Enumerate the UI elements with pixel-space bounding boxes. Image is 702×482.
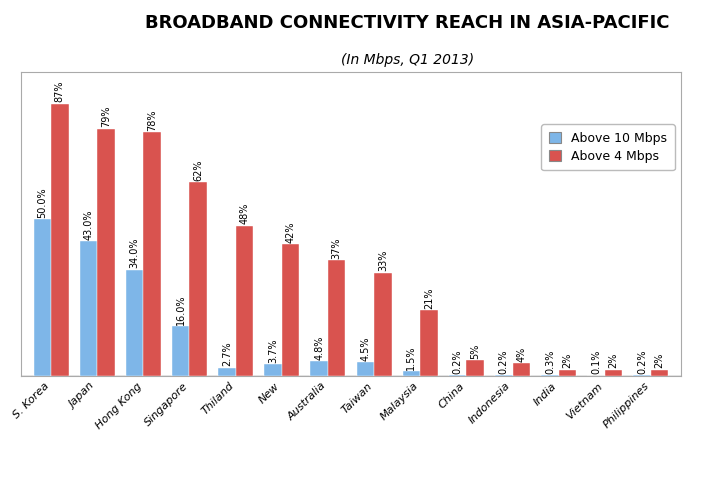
Text: 2%: 2% <box>655 353 665 368</box>
Text: 48%: 48% <box>239 203 249 225</box>
Bar <box>559 370 576 376</box>
Bar <box>651 370 668 376</box>
Text: 62%: 62% <box>193 159 204 181</box>
Bar <box>328 260 345 376</box>
Text: 16.0%: 16.0% <box>176 294 186 324</box>
Text: BROADBAND CONNECTIVITY REACH IN ASIA-PACIFIC: BROADBAND CONNECTIVITY REACH IN ASIA-PAC… <box>145 14 670 32</box>
Bar <box>236 226 253 376</box>
Text: 0.2%: 0.2% <box>453 349 463 374</box>
Text: 1.5%: 1.5% <box>406 346 416 370</box>
Text: 34.0%: 34.0% <box>130 238 140 268</box>
Text: 2%: 2% <box>609 353 618 368</box>
Text: 0.3%: 0.3% <box>545 349 555 374</box>
Text: 5%: 5% <box>470 344 480 359</box>
Text: 2%: 2% <box>562 353 572 368</box>
Bar <box>190 182 207 376</box>
Bar <box>495 375 512 376</box>
Bar <box>310 361 328 376</box>
Bar <box>605 370 623 376</box>
Text: 43.0%: 43.0% <box>84 210 93 240</box>
Bar <box>633 375 651 376</box>
Bar <box>403 371 420 376</box>
Bar <box>51 104 69 376</box>
Bar <box>512 363 530 376</box>
Text: 37%: 37% <box>331 237 342 259</box>
Text: 0.2%: 0.2% <box>498 349 509 374</box>
Bar <box>357 362 374 376</box>
Legend: Above 10 Mbps, Above 4 Mbps: Above 10 Mbps, Above 4 Mbps <box>541 124 675 170</box>
Bar <box>34 219 51 376</box>
Text: 21%: 21% <box>424 287 434 309</box>
Text: 33%: 33% <box>378 250 388 271</box>
Text: (In Mbps, Q1 2013): (In Mbps, Q1 2013) <box>340 53 474 67</box>
Text: 4.8%: 4.8% <box>314 335 324 360</box>
Bar <box>374 273 392 376</box>
Bar <box>218 367 236 376</box>
Bar <box>143 132 161 376</box>
Bar <box>420 310 438 376</box>
Text: 3.7%: 3.7% <box>268 339 278 363</box>
Text: 0.2%: 0.2% <box>637 349 647 374</box>
Text: 78%: 78% <box>147 109 157 131</box>
Text: 0.1%: 0.1% <box>591 350 601 375</box>
Text: 50.0%: 50.0% <box>37 187 47 218</box>
Text: 79%: 79% <box>101 106 111 127</box>
Text: 4.5%: 4.5% <box>360 336 371 361</box>
Bar <box>466 361 484 376</box>
Bar <box>282 244 299 376</box>
Bar <box>449 375 466 376</box>
Bar <box>541 375 559 376</box>
Text: 87%: 87% <box>55 81 65 102</box>
Text: 42%: 42% <box>286 222 296 243</box>
Bar <box>126 269 143 376</box>
Bar <box>79 241 97 376</box>
Bar <box>264 364 282 376</box>
Text: 4%: 4% <box>516 347 526 362</box>
Text: 2.7%: 2.7% <box>222 342 232 366</box>
Bar <box>97 129 114 376</box>
Bar <box>172 326 190 376</box>
